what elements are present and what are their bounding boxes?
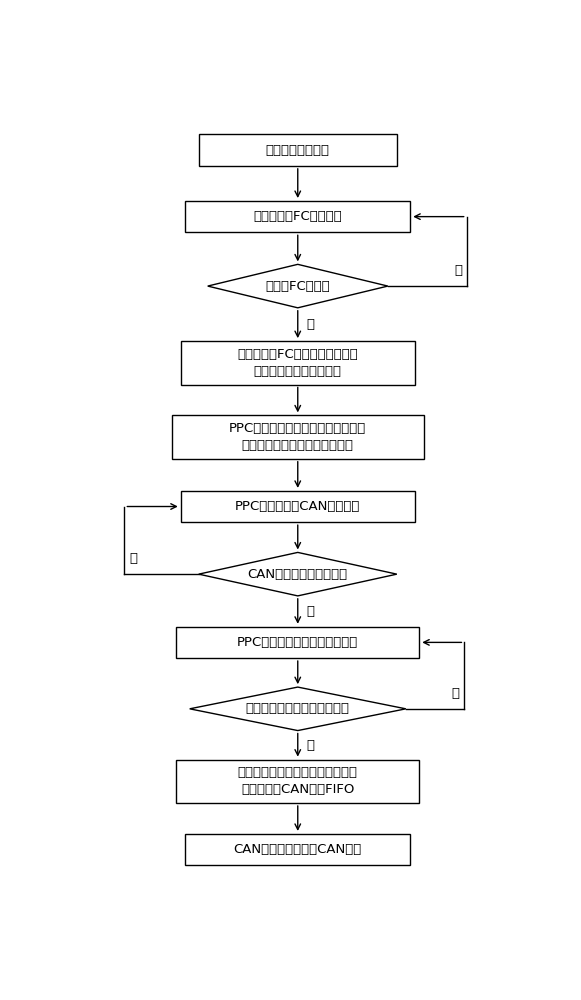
Text: PPC处理器查询CAN接口状态: PPC处理器查询CAN接口状态 <box>235 500 360 513</box>
Text: 是: 是 <box>307 605 315 618</box>
FancyBboxPatch shape <box>185 834 410 865</box>
Text: 接口配置及初始化: 接口配置及初始化 <box>266 144 330 157</box>
Text: 接收到FC消息？: 接收到FC消息？ <box>266 280 330 293</box>
Text: CAN报文信息发送至CAN总线: CAN报文信息发送至CAN总线 <box>234 843 362 856</box>
Text: CAN接口具备发送条件？: CAN接口具备发送条件？ <box>248 568 348 581</box>
FancyBboxPatch shape <box>176 760 419 803</box>
FancyBboxPatch shape <box>199 134 397 166</box>
Text: 是: 是 <box>307 318 315 331</box>
FancyBboxPatch shape <box>181 491 415 522</box>
Text: 状态机响应FC链路状态: 状态机响应FC链路状态 <box>253 210 342 223</box>
Text: 否: 否 <box>454 264 462 277</box>
FancyBboxPatch shape <box>185 201 410 232</box>
Text: 否: 否 <box>452 687 460 700</box>
FancyBboxPatch shape <box>172 415 424 459</box>
Text: PPC处理器响应中断，将接收缓冲区
数据写入环形缓冲区，更新指针: PPC处理器响应中断，将接收缓冲区 数据写入环形缓冲区，更新指针 <box>229 422 367 452</box>
Text: 将接收到的FC数据写入接收缓冲
区，更新指针，上报中断: 将接收到的FC数据写入接收缓冲 区，更新指针，上报中断 <box>238 348 358 378</box>
Text: 将环形缓冲区数据取出，组织报文
信息，写入CAN发送FIFO: 将环形缓冲区数据取出，组织报文 信息，写入CAN发送FIFO <box>238 766 358 796</box>
FancyBboxPatch shape <box>176 627 419 658</box>
Polygon shape <box>189 687 406 731</box>
Text: PPC处理器查询环形缓冲区状态: PPC处理器查询环形缓冲区状态 <box>237 636 358 649</box>
Polygon shape <box>199 552 397 596</box>
Polygon shape <box>208 264 388 308</box>
Text: 环形缓冲区中有待发送数据？: 环形缓冲区中有待发送数据？ <box>246 702 350 715</box>
Text: 否: 否 <box>129 552 137 565</box>
Text: 是: 是 <box>307 739 315 752</box>
FancyBboxPatch shape <box>181 341 415 385</box>
